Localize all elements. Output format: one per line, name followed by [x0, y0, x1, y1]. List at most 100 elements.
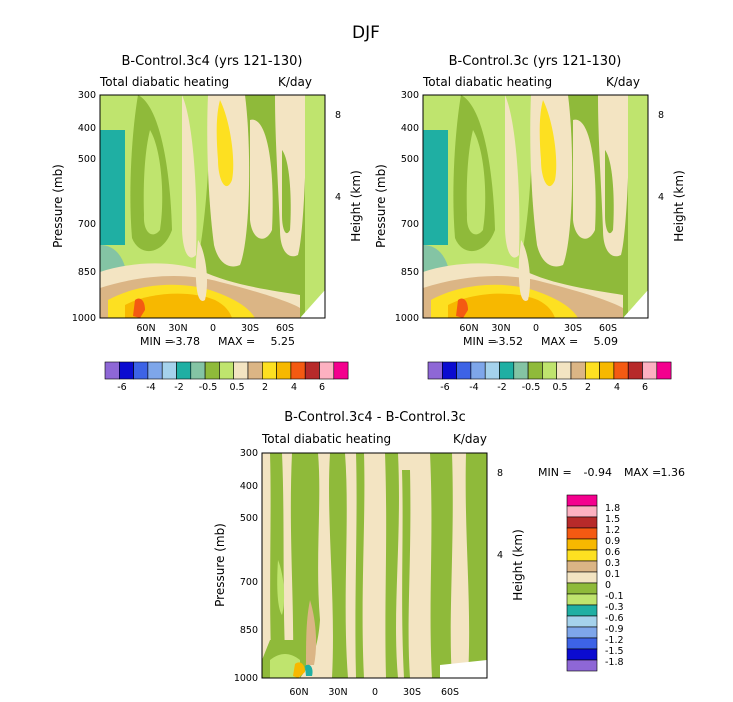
panel-a-colorbar-label: 0.5 [229, 382, 244, 393]
panel-b-colorbar-label: 2 [585, 382, 591, 393]
colorbar-swatch [566, 604, 598, 617]
colorbar-swatch [599, 361, 615, 380]
panel-c-ytick: 400 [240, 481, 258, 492]
panel-c-colorbar-label: -0.9 [605, 624, 624, 635]
panel-c-height-tick: 4 [497, 550, 503, 561]
panel-a-title: B-Control.3c4 (yrs 121-130) [122, 54, 303, 69]
colorbar-swatch [427, 361, 443, 380]
panel-c-colorbar-label: -0.1 [605, 591, 624, 602]
colorbar-swatch [566, 637, 598, 650]
panel-b-xtick: 60N [459, 323, 478, 334]
panel-b-ytick: 500 [401, 154, 419, 165]
panel-a-xtick: 60S [276, 323, 294, 334]
panel-b-height-tick: 4 [658, 192, 664, 203]
colorbar-swatch [190, 361, 206, 380]
panel-c-min-label: MIN = [538, 466, 572, 479]
panel-b-contour-field [423, 95, 648, 318]
panel-a-height-tick: 4 [335, 192, 341, 203]
panel-c-height-tick: 8 [497, 468, 503, 479]
panel-b-xtick: 30S [564, 323, 582, 334]
colorbar-swatch [527, 361, 543, 380]
panel-c-colorbar-label: -0.6 [605, 613, 624, 624]
panel-a-colorbar-label: -2 [174, 382, 183, 393]
panel-c-colorbar-label: 1.8 [605, 503, 620, 514]
colorbar-swatch [566, 505, 598, 518]
panel-b-colorbar-label: 4 [614, 382, 620, 393]
colorbar-swatch [566, 659, 598, 672]
panel-b-units: K/day [606, 75, 640, 89]
panel-a: B-Control.3c4 (yrs 121-130) Total diabat… [51, 54, 363, 393]
panel-b-min-value: -3.52 [495, 335, 523, 348]
panel-b-min-label: MIN = [463, 335, 497, 348]
panel-c-colorbar-label: 0.1 [605, 569, 620, 580]
panel-b-colorbar-label: 0.5 [552, 382, 567, 393]
panel-c-colorbar-label: -0.3 [605, 602, 624, 613]
panel-b-colorbar-label: -0.5 [522, 382, 541, 393]
panel-b-ytick: 700 [401, 219, 419, 230]
panel-b-colorbar-label: -4 [469, 382, 478, 393]
panel-b-ytick: 850 [401, 267, 419, 278]
panel-c-colorbar-label: 0.3 [605, 558, 620, 569]
panel-b: B-Control.3c (yrs 121-130) Total diabati… [374, 54, 686, 393]
panel-c-colorbar-label: -1.2 [605, 635, 624, 646]
colorbar-swatch [133, 361, 149, 380]
colorbar-swatch [656, 361, 672, 380]
panel-a-ytick: 700 [78, 219, 96, 230]
colorbar-swatch [566, 516, 598, 529]
colorbar-swatch [566, 626, 598, 639]
panel-b-title: B-Control.3c (yrs 121-130) [449, 54, 622, 69]
panel-b-ytick: 400 [401, 123, 419, 134]
panel-c-ylabel-right: Height (km) [511, 529, 525, 600]
panel-c-min-value: -0.94 [584, 466, 612, 479]
panel-c-colorbar-label: 0 [605, 580, 611, 591]
panel-c-max-value: 1.36 [661, 466, 686, 479]
colorbar-swatch [261, 361, 277, 380]
panel-b-xtick: 60S [599, 323, 617, 334]
panel-a-xtick: 30S [241, 323, 259, 334]
colorbar-swatch [247, 361, 263, 380]
panel-b-colorbar-label: 6 [642, 382, 648, 393]
panel-a-ytick: 400 [78, 123, 96, 134]
panel-a-xtick: 30N [168, 323, 187, 334]
colorbar-swatch [219, 361, 234, 380]
panel-a-ytick: 500 [78, 154, 96, 165]
panel-a-xtick: 0 [210, 323, 216, 334]
panel-b-max-value: 5.09 [594, 335, 619, 348]
panel-b-xtick: 30N [491, 323, 510, 334]
panel-c-units: K/day [453, 432, 487, 446]
panel-b-max-label: MAX = [541, 335, 578, 348]
colorbar-swatch [566, 494, 598, 507]
panel-a-min-label: MIN = [140, 335, 174, 348]
colorbar-swatch [470, 361, 486, 380]
panel-a-ytick: 850 [78, 267, 96, 278]
panel-c-xtick: 0 [372, 687, 378, 698]
colorbar-swatch [566, 571, 598, 584]
panel-b-ylabel-right: Height (km) [672, 170, 686, 241]
colorbar-swatch [566, 615, 598, 628]
colorbar-swatch [566, 538, 598, 551]
panel-a-min-value: -3.78 [172, 335, 200, 348]
panel-c-max-label: MAX = [624, 466, 661, 479]
panel-b-xtick: 0 [533, 323, 539, 334]
colorbar-swatch [304, 361, 320, 380]
figure-title: DJF [352, 23, 380, 43]
colorbar-swatch [627, 361, 643, 380]
panel-a-max-value: 5.25 [271, 335, 296, 348]
panel-c-xtick: 60N [289, 687, 308, 698]
panel-c-contour-field [262, 453, 487, 678]
panel-c-variable: Total diabatic heating [261, 432, 391, 446]
colorbar-swatch [233, 361, 249, 380]
colorbar-swatch [161, 361, 177, 380]
panel-a-frame [99, 94, 326, 319]
panel-c-colorbar [566, 494, 598, 672]
panel-b-colorbar [427, 361, 672, 380]
panel-a-ylabel-left: Pressure (mb) [51, 164, 65, 248]
panel-b-colorbar-label: -6 [440, 382, 449, 393]
colorbar-swatch [484, 361, 500, 380]
panel-c-ytick: 850 [240, 625, 258, 636]
colorbar-swatch [566, 549, 598, 562]
colorbar-swatch [570, 361, 586, 380]
colorbar-swatch [290, 361, 306, 380]
panel-a-ytick: 1000 [72, 313, 96, 324]
panel-c-ytick: 300 [240, 448, 258, 459]
